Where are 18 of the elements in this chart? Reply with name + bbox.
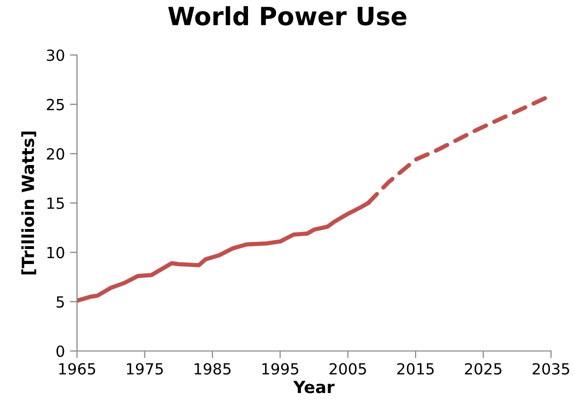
x-tick-label: 1985 [194,363,231,375]
y-axis-title: [Trillioin Watts] [21,132,36,274]
x-tick-label: 2005 [330,363,366,375]
y-tick-label: 25 [46,98,64,110]
y-tick-label: 20 [46,148,64,160]
chart-title: World Power Use [168,6,406,26]
x-axis-title: Year [293,380,335,394]
y-tick-label: 5 [56,296,64,308]
y-tick-label: 30 [46,49,64,62]
y-tick-label: 15 [47,198,64,210]
y-tick-label: 10 [47,246,64,258]
x-tick-label: 2035 [532,363,570,375]
x-tick-label: 2025 [464,363,502,375]
x-tick-label: 1995 [262,363,298,375]
x-tick-label: 1975 [126,363,163,375]
x-tick-label: 2015 [397,363,434,375]
x-tick-label: 1965 [59,363,96,375]
y-tick-label: 0 [56,345,64,358]
